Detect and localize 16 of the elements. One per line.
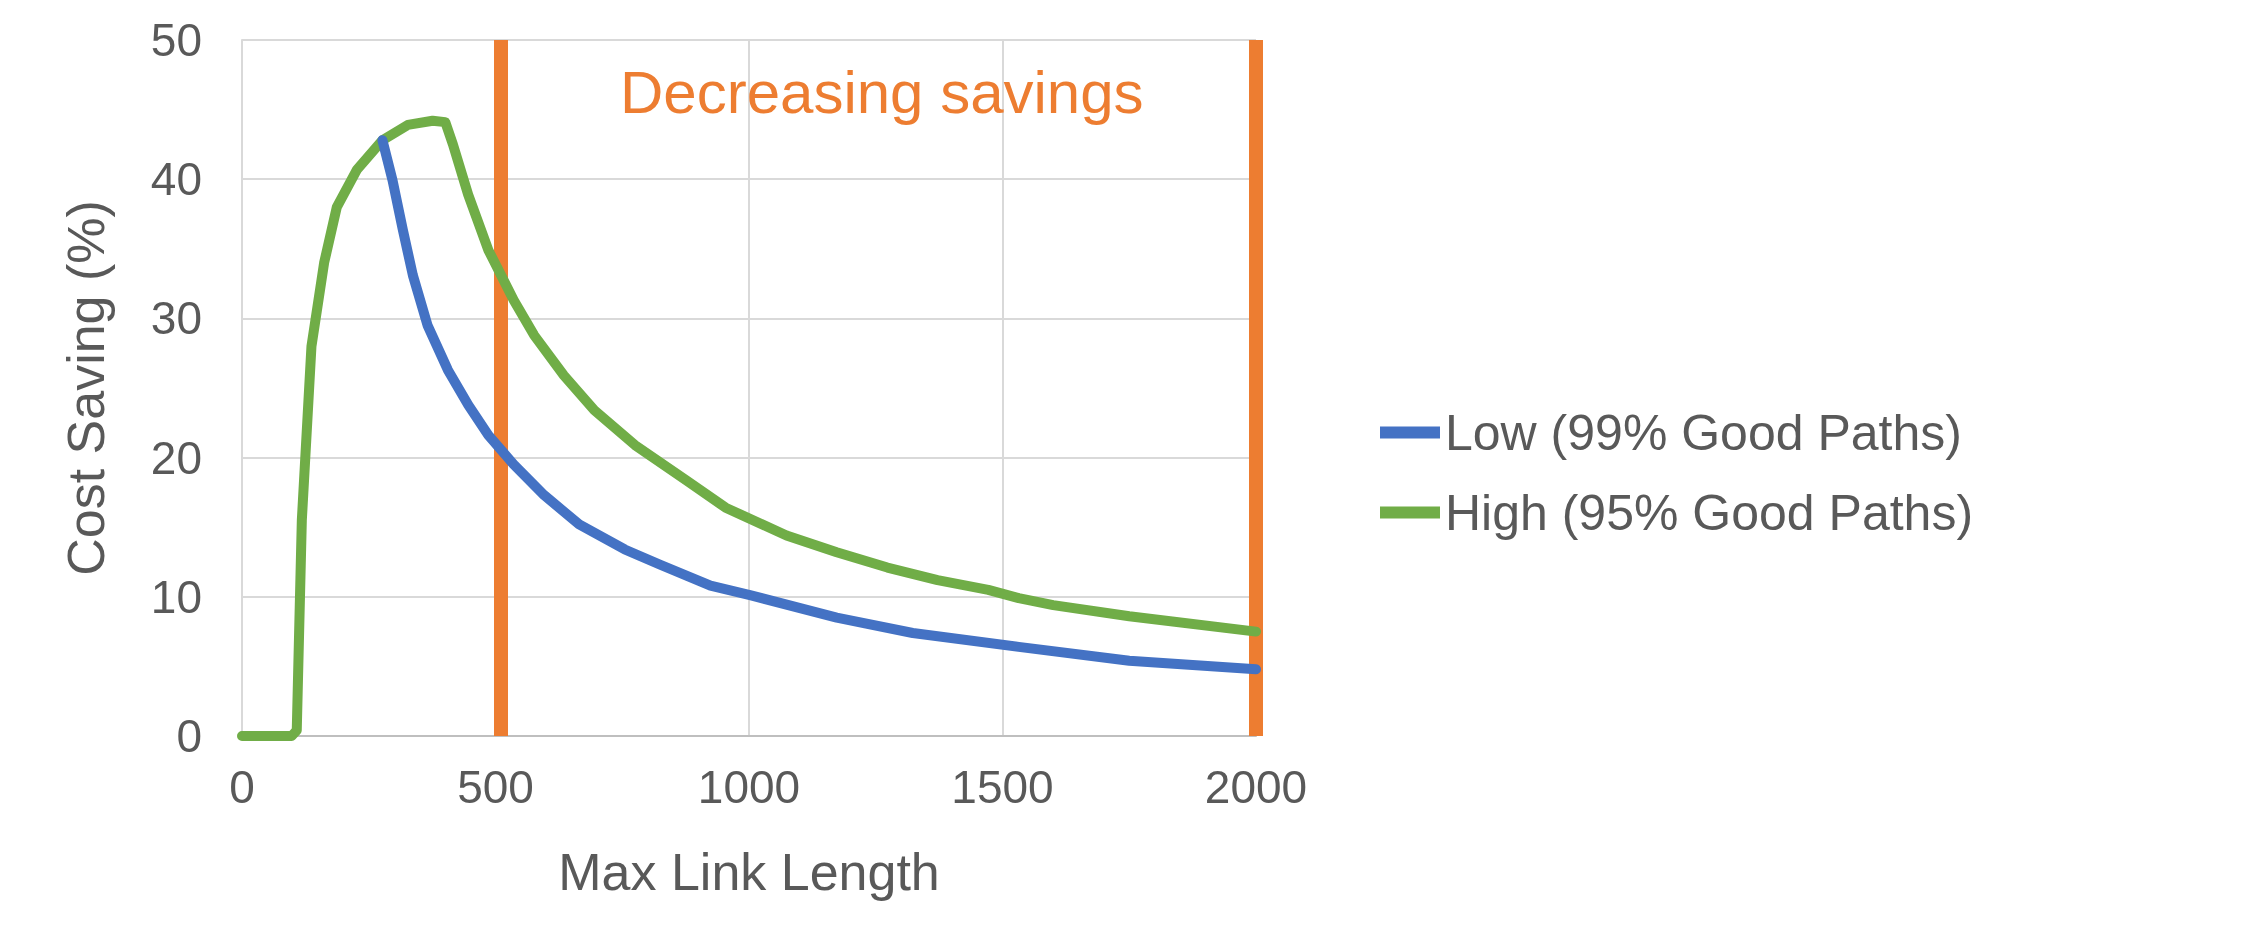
y-tick-label: 20 [150,431,202,484]
x-tick-label: 1000 [697,761,801,813]
y-tick-label: 40 [150,153,202,206]
legend-label: High (95% Good Paths) [1445,484,1974,541]
y-tick-label: 0 [176,710,202,762]
x-tick-label: 1500 [951,761,1054,813]
x-tick-label: 0 [229,761,255,813]
legend-label: Low (99% Good Paths) [1445,404,1962,461]
annotation: Decreasing savings [620,58,1144,126]
x-tick-label: 500 [457,761,534,813]
y-tick-label: 10 [150,570,202,623]
x-axis-title: Max Link Length [558,843,940,901]
y-axis-title: Cost Saving (%) [57,200,115,576]
x-tick-label: 2000 [1204,761,1308,813]
y-tick-label: 50 [150,14,202,66]
y-tick-label: 30 [150,292,202,345]
